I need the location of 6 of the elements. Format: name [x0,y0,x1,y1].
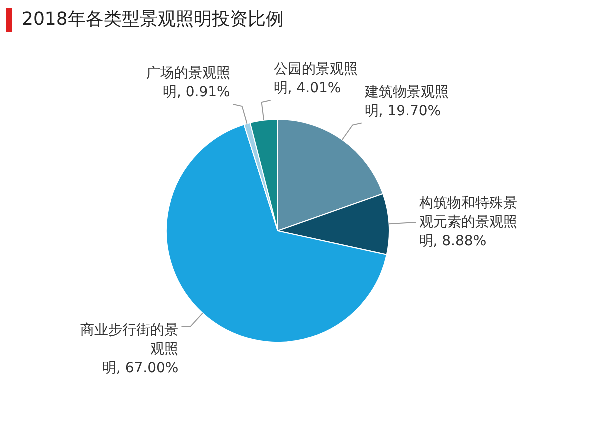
slice-label: 建筑物景观照明, 19.70% [364,84,449,120]
slice-label: 商业步行街的景观照明, 67.00% [80,322,179,376]
slice-label: 广场的景观照明, 0.91% [146,66,230,101]
slice-label: 公园的景观照明, 4.01% [274,62,358,97]
slice-label: 构筑物和特殊景观元素的景观照明, 8.88% [418,196,518,250]
chart-title: 2018年各类型景观照明投资比例 [22,8,284,31]
